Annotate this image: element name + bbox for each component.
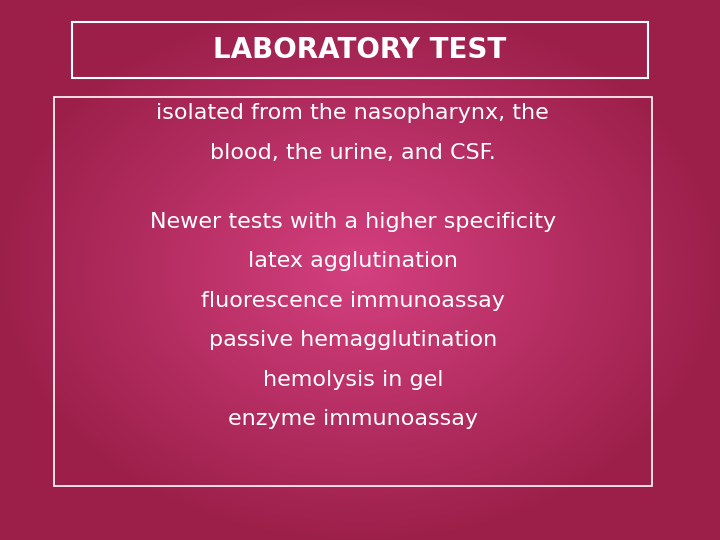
Text: passive hemagglutination: passive hemagglutination: [209, 330, 497, 350]
Text: latex agglutination: latex agglutination: [248, 251, 458, 272]
Text: Newer tests with a higher specificity: Newer tests with a higher specificity: [150, 212, 556, 232]
Text: fluorescence immunoassay: fluorescence immunoassay: [201, 291, 505, 311]
Text: isolated from the nasopharynx, the: isolated from the nasopharynx, the: [156, 103, 549, 124]
Text: hemolysis in gel: hemolysis in gel: [263, 369, 443, 390]
Text: LABORATORY TEST: LABORATORY TEST: [213, 36, 507, 64]
Text: enzyme immunoassay: enzyme immunoassay: [228, 409, 478, 429]
Text: blood, the urine, and CSF.: blood, the urine, and CSF.: [210, 143, 495, 163]
